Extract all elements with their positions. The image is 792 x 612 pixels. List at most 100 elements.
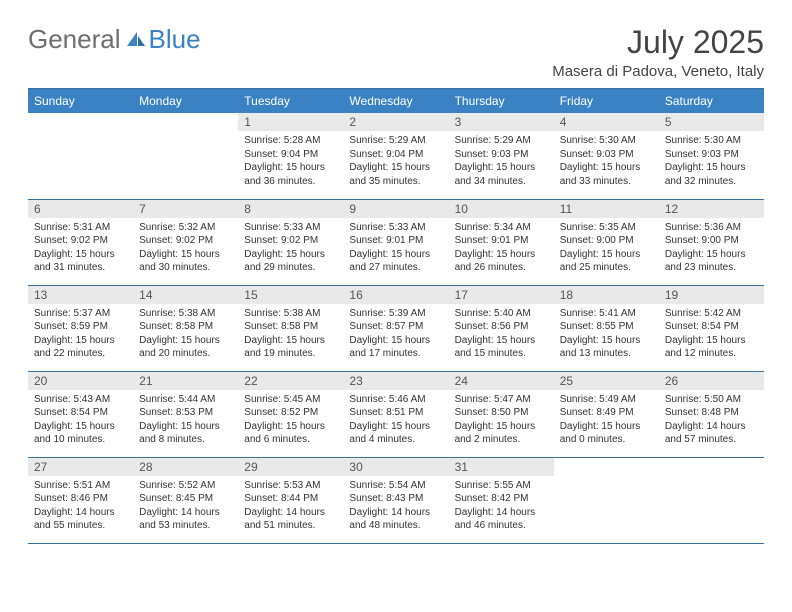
calendar-day-cell: .. xyxy=(133,113,238,199)
day-number: 6 xyxy=(28,200,133,218)
calendar-day-cell: 23Sunrise: 5:46 AMSunset: 8:51 PMDayligh… xyxy=(343,371,448,457)
day-number: 19 xyxy=(659,286,764,304)
calendar-day-cell: 26Sunrise: 5:50 AMSunset: 8:48 PMDayligh… xyxy=(659,371,764,457)
day-number: 1 xyxy=(238,113,343,131)
calendar-day-cell: 27Sunrise: 5:51 AMSunset: 8:46 PMDayligh… xyxy=(28,457,133,543)
day-body: Sunrise: 5:40 AMSunset: 8:56 PMDaylight:… xyxy=(449,304,554,365)
day-body: Sunrise: 5:39 AMSunset: 8:57 PMDaylight:… xyxy=(343,304,448,365)
day-body: Sunrise: 5:49 AMSunset: 8:49 PMDaylight:… xyxy=(554,390,659,451)
day-body: Sunrise: 5:46 AMSunset: 8:51 PMDaylight:… xyxy=(343,390,448,451)
day-body: Sunrise: 5:29 AMSunset: 9:04 PMDaylight:… xyxy=(343,131,448,192)
calendar-day-cell: 5Sunrise: 5:30 AMSunset: 9:03 PMDaylight… xyxy=(659,113,764,199)
day-body: Sunrise: 5:28 AMSunset: 9:04 PMDaylight:… xyxy=(238,131,343,192)
day-number: 25 xyxy=(554,372,659,390)
weekday-header: Tuesday xyxy=(238,89,343,114)
day-number: 13 xyxy=(28,286,133,304)
day-body: Sunrise: 5:35 AMSunset: 9:00 PMDaylight:… xyxy=(554,218,659,279)
day-number: 30 xyxy=(343,458,448,476)
day-number: 15 xyxy=(238,286,343,304)
day-body: Sunrise: 5:38 AMSunset: 8:58 PMDaylight:… xyxy=(133,304,238,365)
title-block: July 2025 Masera di Padova, Veneto, Ital… xyxy=(552,24,764,80)
calendar-day-cell: 7Sunrise: 5:32 AMSunset: 9:02 PMDaylight… xyxy=(133,199,238,285)
calendar-week-row: 20Sunrise: 5:43 AMSunset: 8:54 PMDayligh… xyxy=(28,371,764,457)
day-number: 2 xyxy=(343,113,448,131)
calendar-day-cell: 21Sunrise: 5:44 AMSunset: 8:53 PMDayligh… xyxy=(133,371,238,457)
weekday-header-row: SundayMondayTuesdayWednesdayThursdayFrid… xyxy=(28,89,764,114)
logo-sail-icon xyxy=(125,30,147,48)
day-number: 24 xyxy=(449,372,554,390)
day-body: Sunrise: 5:50 AMSunset: 8:48 PMDaylight:… xyxy=(659,390,764,451)
day-number: 7 xyxy=(133,200,238,218)
calendar-day-cell: 28Sunrise: 5:52 AMSunset: 8:45 PMDayligh… xyxy=(133,457,238,543)
day-number: 16 xyxy=(343,286,448,304)
calendar-day-cell: 13Sunrise: 5:37 AMSunset: 8:59 PMDayligh… xyxy=(28,285,133,371)
calendar-day-cell: 31Sunrise: 5:55 AMSunset: 8:42 PMDayligh… xyxy=(449,457,554,543)
logo-word2: Blue xyxy=(149,24,201,55)
day-body: Sunrise: 5:30 AMSunset: 9:03 PMDaylight:… xyxy=(659,131,764,192)
logo: General Blue xyxy=(28,24,201,55)
day-number: 23 xyxy=(343,372,448,390)
calendar-day-cell: 18Sunrise: 5:41 AMSunset: 8:55 PMDayligh… xyxy=(554,285,659,371)
calendar-day-cell: 22Sunrise: 5:45 AMSunset: 8:52 PMDayligh… xyxy=(238,371,343,457)
calendar-day-cell: .. xyxy=(554,457,659,543)
calendar-day-cell: .. xyxy=(28,113,133,199)
calendar-day-cell: 25Sunrise: 5:49 AMSunset: 8:49 PMDayligh… xyxy=(554,371,659,457)
day-number: 5 xyxy=(659,113,764,131)
day-body: Sunrise: 5:31 AMSunset: 9:02 PMDaylight:… xyxy=(28,218,133,279)
day-number: 27 xyxy=(28,458,133,476)
day-body: Sunrise: 5:43 AMSunset: 8:54 PMDaylight:… xyxy=(28,390,133,451)
weekday-header: Sunday xyxy=(28,89,133,114)
day-number: 21 xyxy=(133,372,238,390)
day-number: 17 xyxy=(449,286,554,304)
day-body: Sunrise: 5:37 AMSunset: 8:59 PMDaylight:… xyxy=(28,304,133,365)
day-body: Sunrise: 5:45 AMSunset: 8:52 PMDaylight:… xyxy=(238,390,343,451)
day-body: Sunrise: 5:41 AMSunset: 8:55 PMDaylight:… xyxy=(554,304,659,365)
day-body: Sunrise: 5:44 AMSunset: 8:53 PMDaylight:… xyxy=(133,390,238,451)
day-number: 28 xyxy=(133,458,238,476)
calendar-day-cell: 3Sunrise: 5:29 AMSunset: 9:03 PMDaylight… xyxy=(449,113,554,199)
calendar-day-cell: 10Sunrise: 5:34 AMSunset: 9:01 PMDayligh… xyxy=(449,199,554,285)
day-number: 9 xyxy=(343,200,448,218)
day-body: Sunrise: 5:52 AMSunset: 8:45 PMDaylight:… xyxy=(133,476,238,537)
month-title: July 2025 xyxy=(552,24,764,61)
calendar-day-cell: .. xyxy=(659,457,764,543)
day-body: Sunrise: 5:53 AMSunset: 8:44 PMDaylight:… xyxy=(238,476,343,537)
logo-word1: General xyxy=(28,24,121,55)
weekday-header: Monday xyxy=(133,89,238,114)
day-body: Sunrise: 5:51 AMSunset: 8:46 PMDaylight:… xyxy=(28,476,133,537)
calendar-day-cell: 29Sunrise: 5:53 AMSunset: 8:44 PMDayligh… xyxy=(238,457,343,543)
day-number: 3 xyxy=(449,113,554,131)
day-body: Sunrise: 5:55 AMSunset: 8:42 PMDaylight:… xyxy=(449,476,554,537)
day-number: 8 xyxy=(238,200,343,218)
calendar-day-cell: 24Sunrise: 5:47 AMSunset: 8:50 PMDayligh… xyxy=(449,371,554,457)
day-body: Sunrise: 5:30 AMSunset: 9:03 PMDaylight:… xyxy=(554,131,659,192)
day-body: Sunrise: 5:34 AMSunset: 9:01 PMDaylight:… xyxy=(449,218,554,279)
day-body: Sunrise: 5:33 AMSunset: 9:01 PMDaylight:… xyxy=(343,218,448,279)
calendar-week-row: 13Sunrise: 5:37 AMSunset: 8:59 PMDayligh… xyxy=(28,285,764,371)
day-number: 31 xyxy=(449,458,554,476)
day-number: 18 xyxy=(554,286,659,304)
calendar-table: SundayMondayTuesdayWednesdayThursdayFrid… xyxy=(28,88,764,544)
weekday-header: Thursday xyxy=(449,89,554,114)
day-number: 20 xyxy=(28,372,133,390)
calendar-week-row: ....1Sunrise: 5:28 AMSunset: 9:04 PMDayl… xyxy=(28,113,764,199)
calendar-day-cell: 8Sunrise: 5:33 AMSunset: 9:02 PMDaylight… xyxy=(238,199,343,285)
day-body: Sunrise: 5:36 AMSunset: 9:00 PMDaylight:… xyxy=(659,218,764,279)
calendar-day-cell: 2Sunrise: 5:29 AMSunset: 9:04 PMDaylight… xyxy=(343,113,448,199)
day-body: Sunrise: 5:42 AMSunset: 8:54 PMDaylight:… xyxy=(659,304,764,365)
calendar-day-cell: 16Sunrise: 5:39 AMSunset: 8:57 PMDayligh… xyxy=(343,285,448,371)
day-body: Sunrise: 5:38 AMSunset: 8:58 PMDaylight:… xyxy=(238,304,343,365)
day-body: Sunrise: 5:54 AMSunset: 8:43 PMDaylight:… xyxy=(343,476,448,537)
day-body: Sunrise: 5:32 AMSunset: 9:02 PMDaylight:… xyxy=(133,218,238,279)
calendar-day-cell: 15Sunrise: 5:38 AMSunset: 8:58 PMDayligh… xyxy=(238,285,343,371)
calendar-day-cell: 17Sunrise: 5:40 AMSunset: 8:56 PMDayligh… xyxy=(449,285,554,371)
calendar-day-cell: 9Sunrise: 5:33 AMSunset: 9:01 PMDaylight… xyxy=(343,199,448,285)
day-number: 29 xyxy=(238,458,343,476)
day-body: Sunrise: 5:33 AMSunset: 9:02 PMDaylight:… xyxy=(238,218,343,279)
location: Masera di Padova, Veneto, Italy xyxy=(552,63,764,80)
calendar-day-cell: 19Sunrise: 5:42 AMSunset: 8:54 PMDayligh… xyxy=(659,285,764,371)
calendar-day-cell: 14Sunrise: 5:38 AMSunset: 8:58 PMDayligh… xyxy=(133,285,238,371)
day-number: 12 xyxy=(659,200,764,218)
header: General Blue July 2025 Masera di Padova,… xyxy=(28,24,764,80)
day-body: Sunrise: 5:47 AMSunset: 8:50 PMDaylight:… xyxy=(449,390,554,451)
